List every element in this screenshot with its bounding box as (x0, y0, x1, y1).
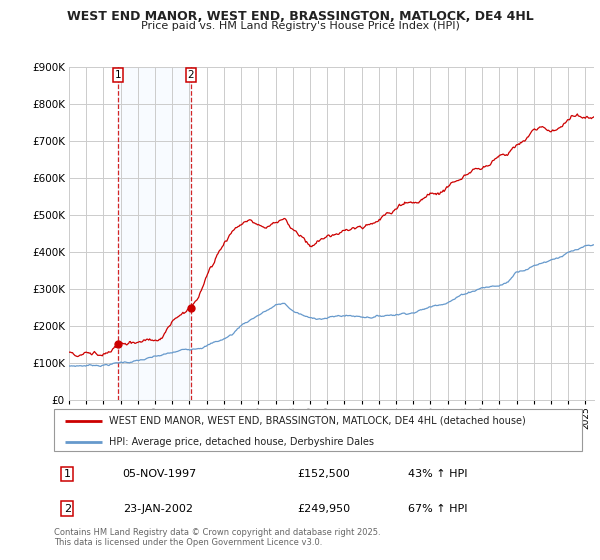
Text: 2: 2 (64, 504, 71, 514)
Bar (118, 67, 191, 400)
Text: 67% ↑ HPI: 67% ↑ HPI (408, 504, 467, 514)
Text: Contains HM Land Registry data © Crown copyright and database right 2025.
This d: Contains HM Land Registry data © Crown c… (54, 528, 380, 547)
Text: 05-NOV-1997: 05-NOV-1997 (122, 469, 197, 479)
Text: 1: 1 (64, 469, 71, 479)
Text: HPI: Average price, detached house, Derbyshire Dales: HPI: Average price, detached house, Derb… (109, 437, 374, 446)
Text: WEST END MANOR, WEST END, BRASSINGTON, MATLOCK, DE4 4HL (detached house): WEST END MANOR, WEST END, BRASSINGTON, M… (109, 416, 526, 426)
Text: £152,500: £152,500 (297, 469, 350, 479)
FancyBboxPatch shape (54, 409, 582, 451)
Text: Price paid vs. HM Land Registry's House Price Index (HPI): Price paid vs. HM Land Registry's House … (140, 21, 460, 31)
Text: 2: 2 (187, 71, 194, 80)
Text: 23-JAN-2002: 23-JAN-2002 (122, 504, 193, 514)
Text: 43% ↑ HPI: 43% ↑ HPI (408, 469, 467, 479)
Text: £249,950: £249,950 (297, 504, 350, 514)
Text: 1: 1 (115, 71, 121, 80)
Text: WEST END MANOR, WEST END, BRASSINGTON, MATLOCK, DE4 4HL: WEST END MANOR, WEST END, BRASSINGTON, M… (67, 10, 533, 23)
